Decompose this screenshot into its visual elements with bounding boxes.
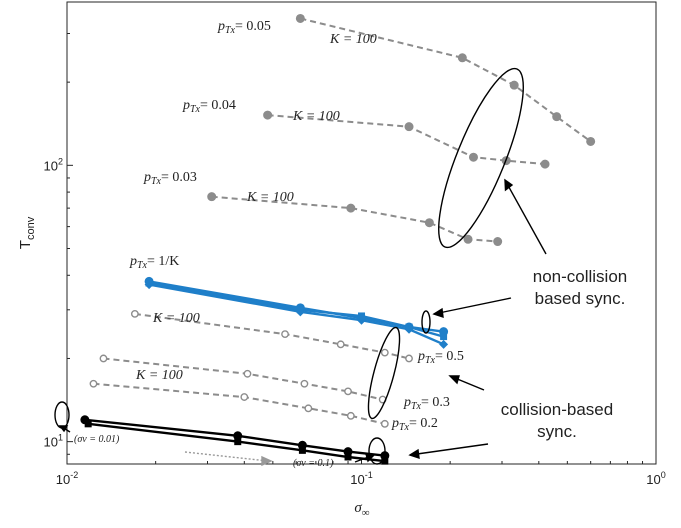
ptx004-label: pTx= 0.04: [182, 98, 236, 115]
data-point: [540, 159, 550, 169]
noncollision-label-1: non-collision: [533, 267, 628, 286]
x-axis-label: σ∞: [354, 500, 369, 519]
data-point: [380, 419, 389, 428]
data-point: [296, 306, 304, 314]
annotation-arrows: [58, 178, 547, 467]
noncollision-ellipse: [438, 67, 524, 249]
data-point: [243, 369, 252, 378]
data-point: [493, 237, 503, 247]
data-point: [463, 234, 473, 244]
data-point: [439, 339, 449, 349]
sigma001-label: (σv = 0.01): [74, 434, 120, 445]
data-point: [380, 348, 389, 357]
y-tick-label: 101: [44, 433, 63, 450]
data-point: [207, 192, 217, 202]
data-point: [346, 203, 356, 213]
data-point: [552, 112, 562, 122]
k100-label-3: K = 100: [246, 190, 294, 205]
series-line-2: [211, 195, 498, 243]
y-axis-label: Tconv: [17, 216, 37, 249]
data-point: [304, 404, 313, 413]
data-point: [358, 312, 365, 320]
data-point: [405, 323, 413, 331]
data-point: [84, 420, 92, 428]
data-point: [440, 333, 448, 341]
data-point: [99, 354, 108, 363]
data-point: [424, 218, 434, 228]
data-point: [344, 387, 352, 396]
sigma01-label: (σv = 0.1): [293, 458, 334, 469]
data-point: [281, 330, 289, 339]
data-point: [89, 379, 98, 388]
noncollision-label-2: based sync.: [535, 289, 626, 308]
plot-area: [66, 1, 657, 465]
ellipse-sigma01: [368, 437, 386, 465]
x-tick-label: 10-1: [350, 470, 372, 487]
x-tick-label: 10-2: [56, 470, 78, 487]
ellipse-collision-mid: [367, 326, 401, 420]
data-point: [130, 309, 139, 318]
data-point: [263, 110, 273, 120]
y-tick-label: 102: [44, 156, 63, 173]
ptx03-label: pTx= 0.3: [403, 395, 450, 412]
collision-label-1: collision-based: [501, 400, 613, 419]
data-point: [586, 136, 596, 146]
data-point: [300, 379, 309, 388]
data-point: [145, 279, 153, 287]
data-point: [346, 411, 355, 420]
series-line-8: [93, 382, 386, 425]
k100-label-2: K = 100: [292, 109, 340, 124]
data-point: [405, 354, 413, 363]
collision-label-2: sync.: [537, 422, 577, 441]
data-point: [240, 393, 249, 401]
ptx1k-label: pTx= 1/K: [129, 254, 179, 271]
series-line-6: [134, 312, 410, 360]
data-point: [295, 13, 305, 23]
data-point: [404, 122, 414, 132]
series-markers: [80, 13, 596, 465]
data-point: [468, 152, 478, 162]
ptx05-label: pTx= 0.5: [417, 349, 464, 366]
k100-label-1: K = 100: [329, 32, 377, 47]
data-point: [509, 80, 519, 90]
data-point: [381, 457, 389, 465]
ptx02-label: pTx= 0.2: [391, 416, 438, 433]
data-point: [234, 438, 242, 446]
data-point: [457, 53, 467, 63]
k100-label-5: K = 100: [135, 368, 183, 383]
data-point: [336, 340, 345, 349]
k100-label-4: K = 100: [152, 311, 200, 326]
data-point: [344, 453, 352, 461]
data-point: [298, 446, 306, 454]
x-tick-label: 100: [646, 470, 665, 487]
ellipse-ptx05: [421, 310, 431, 334]
